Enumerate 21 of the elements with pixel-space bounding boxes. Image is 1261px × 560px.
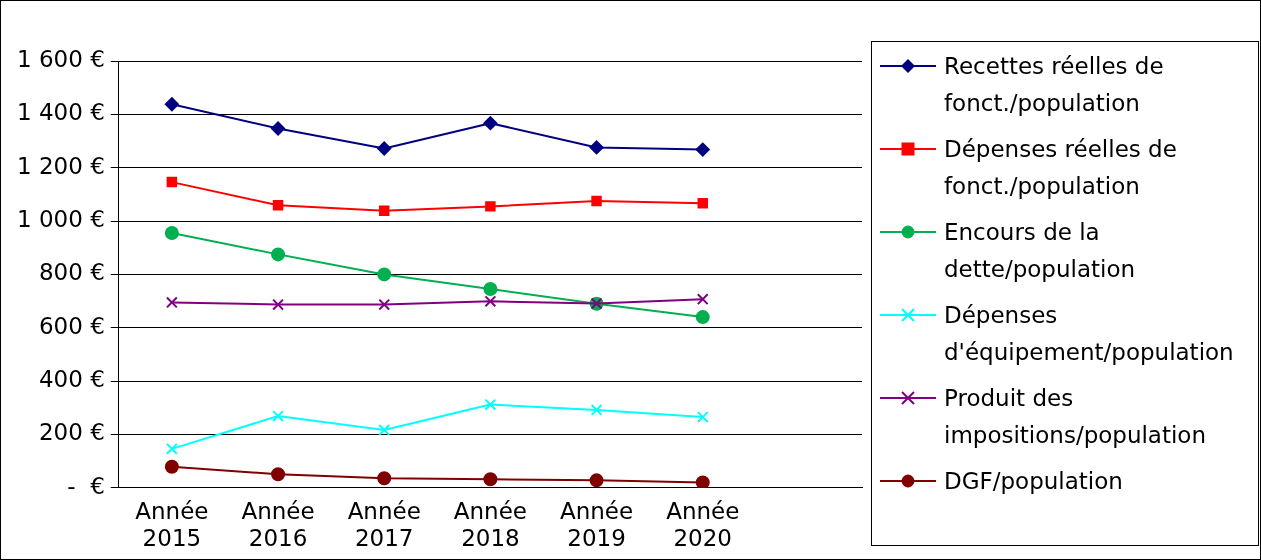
legend-label: DGF/population	[944, 467, 1123, 496]
x-tick-label: Année 2018	[453, 497, 527, 552]
y-tick-label: 400 €	[38, 366, 105, 393]
x-tick-label: Année 2015	[135, 497, 209, 552]
y-tick-label: 1 200 €	[16, 152, 105, 179]
x-tick-label: Année 2019	[559, 497, 634, 552]
x-tick-label: Année 2017	[347, 497, 421, 552]
y-tick-label: 1 600 €	[16, 45, 105, 72]
y-tick-label: 200 €	[38, 419, 105, 446]
x-tick-label: Année 2016	[241, 497, 315, 552]
legend-label: Dépenses d'équipement/population	[944, 301, 1235, 367]
y-tick-label: - €	[67, 472, 105, 499]
y-tick-label: 800 €	[38, 259, 105, 286]
legend-label: Dépenses réelles de fonct./population	[944, 135, 1178, 201]
legend-label: Produit des impositions/population	[944, 384, 1208, 450]
legend-label: Encours de la dette/population	[944, 218, 1137, 284]
y-tick-label: 1 400 €	[16, 99, 105, 126]
x-tick-label: Année 2020	[666, 497, 740, 552]
y-tick-label: 1 000 €	[16, 206, 105, 233]
legend-label: Recettes réelles de fonct./population	[944, 52, 1165, 118]
y-tick-label: 600 €	[38, 312, 105, 339]
